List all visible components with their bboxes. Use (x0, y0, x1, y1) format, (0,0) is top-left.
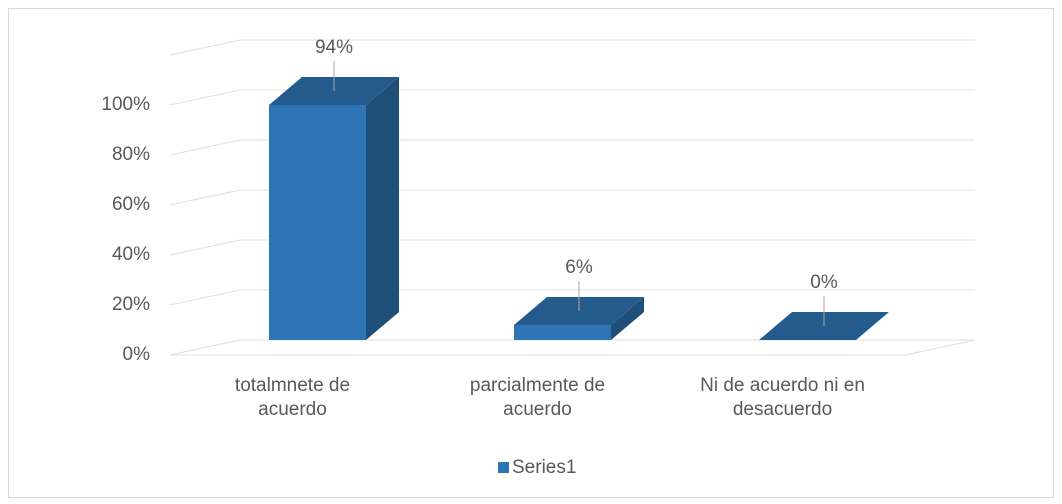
wall-edge (169, 39, 975, 56)
chart-border (8, 8, 1054, 498)
grid-line (169, 339, 975, 356)
y-tick-label: 60% (112, 194, 150, 215)
x-tick-label: parcialmente de acuerdo (469, 375, 606, 420)
grid-line (169, 189, 975, 206)
y-tick-label: 0% (123, 344, 151, 365)
bar-front (269, 105, 366, 340)
bar-side (366, 77, 399, 340)
bar (269, 77, 399, 340)
data-label: 0% (810, 272, 838, 293)
data-label: 94% (315, 37, 353, 58)
grid-line (169, 289, 975, 306)
grid-line (169, 239, 975, 256)
bar-front (514, 325, 611, 340)
data-label: 6% (565, 257, 593, 278)
y-tick-label: 100% (101, 94, 150, 115)
y-tick-label: 40% (112, 244, 150, 265)
legend-label: Series1 (512, 457, 576, 478)
y-tick-label: 20% (112, 294, 150, 315)
x-tick-label: totalmnete de acuerdo (234, 375, 351, 420)
grid-line (169, 89, 975, 106)
legend-swatch (498, 462, 509, 473)
x-tick-label: Ni de acuerdo ni en desacuerdo (700, 375, 865, 420)
y-tick-label: 80% (112, 144, 150, 165)
grid-line (169, 139, 975, 156)
bar-side (611, 297, 644, 340)
